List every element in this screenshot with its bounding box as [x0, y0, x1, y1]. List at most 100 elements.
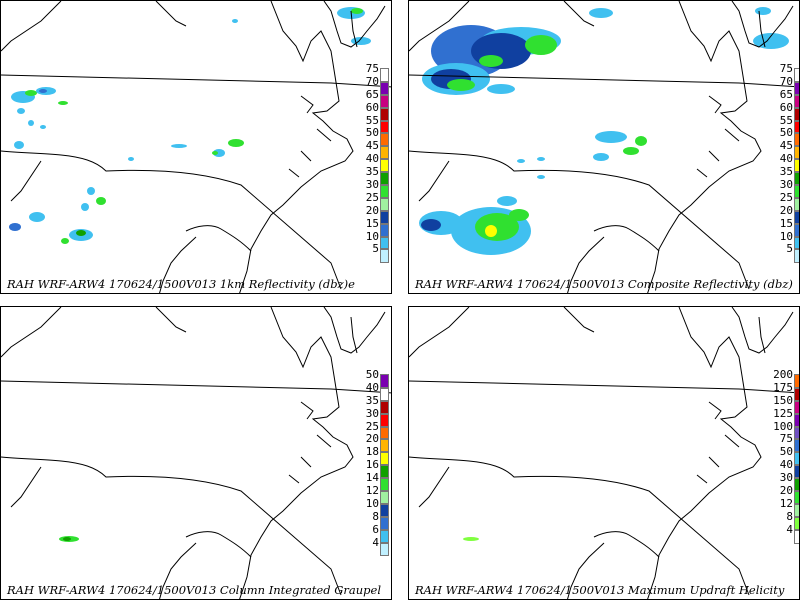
color-scale-swatch — [794, 386, 799, 402]
color-scale-swatch — [380, 196, 389, 212]
color-scale-labels: 200 175 150 125 100 75 50 40 30 20 12 8 4 — [765, 368, 793, 537]
state-boundary-map — [1, 1, 391, 293]
color-scale-swatch — [380, 119, 389, 135]
color-scale-swatch — [380, 490, 389, 505]
color-scale-label: 20 — [365, 203, 379, 217]
color-scale-swatch — [794, 515, 799, 531]
color-scale-label: 200 — [773, 368, 793, 381]
color-scale-label: 65 — [365, 87, 379, 101]
color-scale-label: 30 — [779, 471, 793, 485]
panel-caption: RAH WRF-ARW4 170624/1500V013 Column Inte… — [7, 583, 382, 597]
color-scale-labels: 75 70 65 60 55 50 45 40 35 30 25 20 15 10 5 — [765, 62, 793, 256]
color-scale-swatch — [380, 477, 389, 493]
color-scale-bar — [380, 68, 389, 264]
color-scale-label: 16 — [365, 458, 379, 472]
color-scale-label: 35 — [779, 165, 793, 179]
color-scale-swatch — [794, 477, 799, 493]
panel-updraft-helicity: 200 175 150 125 100 75 50 40 30 20 12 8 4 RAH WRF-ARW… — [408, 306, 800, 600]
color-scale-swatch — [380, 222, 389, 238]
color-scale-swatch — [380, 68, 389, 83]
color-scale-label: 40 — [365, 152, 379, 166]
panel-caption: RAH WRF-ARW4 170624/1500V013 1km Reflect… — [7, 277, 355, 291]
color-scale-label: 35 — [365, 393, 379, 407]
color-scale-swatch — [794, 248, 799, 264]
color-scale-bar — [794, 68, 799, 264]
color-scale-swatch — [380, 438, 389, 454]
color-scale-label: 20 — [779, 203, 793, 217]
color-scale-swatch — [380, 386, 389, 402]
color-scale-swatch — [794, 425, 799, 441]
color-scale-swatch — [794, 80, 799, 96]
color-scale-label: 30 — [779, 178, 793, 192]
color-scale-swatch — [380, 248, 389, 264]
color-scale-label: 25 — [365, 419, 379, 433]
color-scale-swatch — [794, 171, 799, 187]
color-scale-swatch — [380, 80, 389, 96]
color-scale-swatch — [794, 502, 799, 518]
color-scale-swatch — [794, 451, 799, 467]
color-scale-label: 10 — [365, 496, 379, 510]
color-scale-label: 50 — [779, 126, 793, 140]
color-scale-label: 5 — [786, 242, 793, 256]
color-scale-label: 12 — [365, 484, 379, 498]
color-scale-label: 4 — [786, 522, 793, 536]
color-scale-labels: 50 40 35 30 25 20 18 16 14 12 10 8 6 4 — [351, 368, 379, 549]
color-scale-swatch — [794, 438, 799, 454]
color-scale-label: 45 — [365, 139, 379, 153]
color-scale-swatch — [794, 132, 799, 148]
color-scale-swatch — [380, 158, 389, 174]
color-scale-label: 100 — [773, 419, 793, 433]
color-scale-label: 70 — [779, 74, 793, 88]
color-scale-swatch — [794, 464, 799, 480]
color-scale-swatch — [380, 235, 389, 251]
state-boundary-map — [1, 307, 391, 599]
color-scale-swatch — [380, 132, 389, 148]
color-scale-swatch — [380, 451, 389, 467]
color-scale-swatch — [794, 119, 799, 135]
color-scale-swatch — [380, 541, 389, 557]
color-scale-label: 8 — [786, 509, 793, 523]
color-scale-swatch — [794, 374, 799, 389]
color-scale-swatch — [380, 515, 389, 531]
color-scale-label: 40 — [779, 458, 793, 472]
color-scale-label: 30 — [365, 406, 379, 420]
color-scale-swatch — [794, 412, 799, 428]
color-scale-swatch — [380, 399, 389, 415]
color-scale-swatch — [794, 106, 799, 122]
state-boundary-map — [409, 1, 799, 293]
color-scale-swatch — [794, 209, 799, 225]
color-scale-swatch — [794, 158, 799, 174]
color-scale-label: 18 — [365, 445, 379, 459]
color-scale-label: 6 — [372, 522, 379, 536]
color-scale-swatch — [794, 196, 799, 212]
color-scale-swatch — [794, 222, 799, 238]
color-scale-swatch — [380, 425, 389, 441]
color-scale-swatch — [380, 412, 389, 428]
color-scale-swatch — [794, 68, 799, 83]
color-scale-swatch — [794, 93, 799, 109]
color-scale-label: 55 — [779, 113, 793, 127]
color-scale-label: 65 — [779, 87, 793, 101]
panel-caption: RAH WRF-ARW4 170624/1500V013 Maximum Upd… — [415, 583, 785, 597]
color-scale-swatch — [794, 184, 799, 199]
color-scale-label: 50 — [365, 368, 379, 381]
color-scale-label: 60 — [365, 100, 379, 114]
color-scale-swatch — [794, 235, 799, 251]
color-scale-swatch — [794, 399, 799, 415]
color-scale-label: 40 — [779, 152, 793, 166]
color-scale-bar — [794, 374, 799, 544]
color-scale-label: 5 — [372, 242, 379, 256]
panel-column-graupel: 50 40 35 30 25 20 18 16 14 12 10 8 6 4 RAH WRF-ARW4 17… — [0, 306, 392, 600]
panel-1km-reflectivity: 75 70 65 60 55 50 45 40 35 30 25 20 15 10 5 RAH WRF-ARW… — [0, 0, 392, 294]
color-scale-label: 175 — [773, 380, 793, 394]
color-scale-label: 14 — [365, 471, 379, 485]
color-scale-swatch — [380, 502, 389, 518]
color-scale-label: 75 — [779, 62, 793, 75]
color-scale-label: 40 — [365, 380, 379, 394]
color-scale-label: 55 — [365, 113, 379, 127]
color-scale-labels: 75 70 65 60 55 50 45 40 35 30 25 20 15 10 5 — [351, 62, 379, 256]
color-scale-swatch — [380, 209, 389, 225]
state-boundary-map — [409, 307, 799, 599]
color-scale-label: 50 — [365, 126, 379, 140]
color-scale-swatch — [794, 528, 799, 544]
